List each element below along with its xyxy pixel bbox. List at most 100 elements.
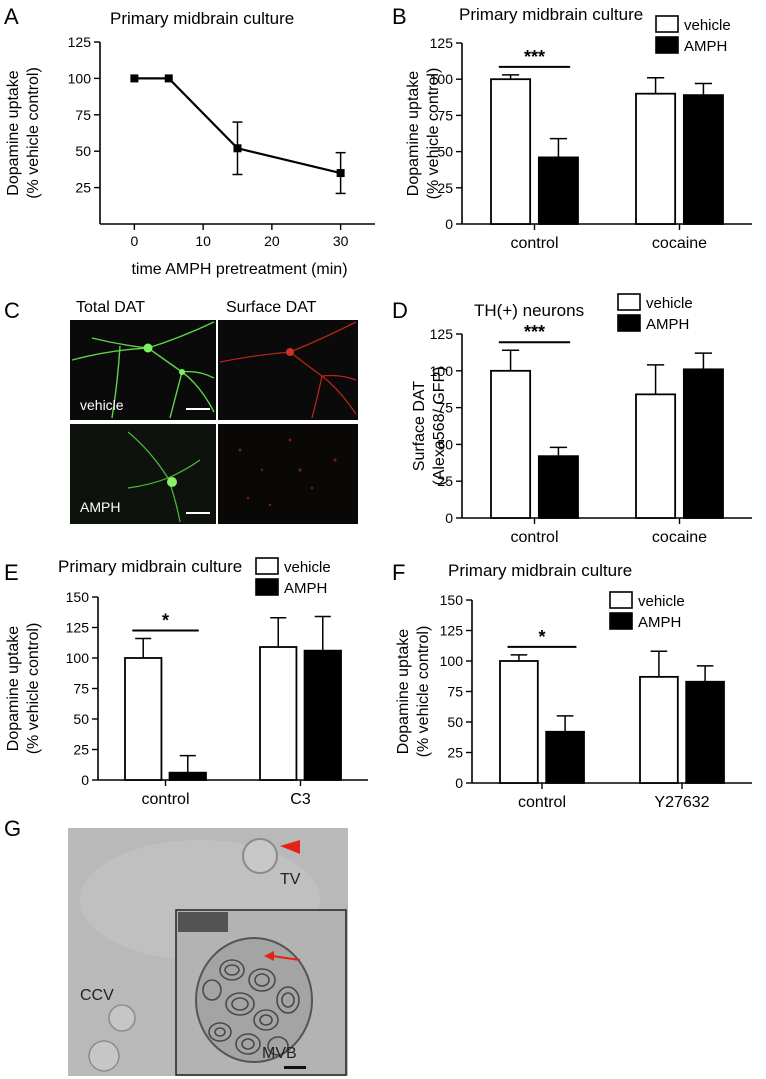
y-tick-label-b: 0 [445, 216, 453, 232]
data-point-a [164, 74, 173, 83]
y-tick-label-d: 25 [437, 473, 453, 489]
y-tick-label-f: 75 [447, 684, 463, 700]
neuron-soma-green-amph [167, 477, 177, 487]
y-tick-label-a: 75 [75, 107, 91, 123]
label-tv: TV [280, 871, 301, 888]
panel-label-b: B [392, 4, 407, 29]
y-tick-label-f: 100 [440, 653, 464, 669]
category-label-e: control [141, 791, 189, 808]
chart-b: Primary midbrain culture 0 25 50 75 100 125 Dop… [405, 5, 752, 252]
panel-label-g: G [4, 816, 21, 841]
x-tick-label-a: 20 [264, 233, 280, 249]
neuron-soma-green-vehicle [143, 343, 153, 353]
chart-title-d: TH(+) neurons [474, 301, 584, 320]
data-point-a [233, 144, 242, 153]
y-axis-label-b: Dopamine uptake [405, 71, 422, 197]
bar-amph-b [682, 94, 724, 225]
legend-swatch-amph-f [609, 612, 633, 630]
chart-title-b: Primary midbrain culture [459, 5, 643, 24]
x-tick-label-a: 0 [130, 233, 138, 249]
y-axis-label-a-2: (% vehicle control) [25, 67, 42, 199]
y-tick-label-b: 50 [437, 144, 453, 160]
y-tick-label-e: 0 [81, 772, 89, 788]
legend-swatch-vehicle-b [655, 15, 679, 33]
label-ccv: CCV [80, 987, 114, 1004]
data-point-a [130, 74, 139, 83]
legend-swatch-vehicle-e [255, 557, 279, 575]
micrograph-total-amph [70, 424, 216, 524]
category-label-b: cocaine [652, 235, 707, 252]
bar-vehicle-e [124, 657, 163, 781]
legend-label-amph-b: AMPH [684, 38, 727, 55]
y-tick-label-a: 25 [75, 180, 91, 196]
scale-bar-amph [186, 512, 210, 514]
legend-swatch-amph-b [655, 36, 679, 54]
panel-label-d: D [392, 298, 408, 323]
bar-vehicle-d [490, 369, 532, 519]
significance-label-d: *** [524, 322, 545, 342]
legend-swatch-amph-e [255, 578, 279, 596]
column-label-total-dat: Total DAT [76, 299, 145, 316]
panel-label-c: C [4, 298, 20, 323]
micrograph-surface-amph [218, 424, 358, 524]
bar-amph-b [537, 156, 579, 225]
y-tick-label-f: 25 [447, 745, 463, 761]
red-arrow-line [271, 955, 301, 961]
intraluminal-vesicles [202, 959, 300, 1056]
row-label-amph: AMPH [80, 499, 120, 515]
chart-a: Primary midbrain culture255075100125Dopa… [5, 9, 375, 278]
bar-amph-e [168, 771, 207, 781]
bar-vehicle-f [639, 675, 679, 784]
significance-label-f: * [538, 627, 545, 647]
data-point-a [336, 169, 345, 178]
legend-label-vehicle-b: vehicle [684, 17, 731, 34]
significance-label-e: * [162, 610, 169, 630]
category-label-f: control [518, 794, 566, 811]
bar-vehicle-b [635, 92, 677, 225]
legend-swatch-vehicle-d [617, 293, 641, 311]
y-tick-label-d: 50 [437, 436, 453, 452]
chart-title-a: Primary midbrain culture [110, 9, 294, 28]
category-label-e: C3 [290, 791, 311, 808]
bar-amph-f [685, 680, 725, 784]
tubular-vesicle [242, 838, 278, 874]
category-label-d: cocaine [652, 529, 707, 546]
bar-vehicle-d [635, 393, 677, 519]
chart-title-e: Primary midbrain culture [58, 557, 242, 576]
chart-e: Primary midbrain culture 0 25 50 75 100 125 150… [5, 557, 368, 808]
y-tick-label-f: 125 [440, 623, 464, 639]
bar-vehicle-e [259, 646, 298, 781]
micrograph-total-vehicle [70, 320, 216, 420]
x-axis-label-a: time AMPH pretreatment (min) [131, 261, 347, 278]
micrograph-surface-vehicle [218, 320, 358, 420]
y-tick-label-d: 75 [437, 400, 453, 416]
coated-vesicle-1 [108, 1004, 136, 1032]
category-label-b: control [510, 235, 558, 252]
y-tick-label-e: 125 [66, 620, 90, 636]
micrograph-panel: Total DAT Surface DAT [70, 299, 358, 524]
y-tick-label-d: 0 [445, 510, 453, 526]
chart-d: TH(+) neurons 0 25 50 75 100 125 Surface DAT (Al… [411, 293, 752, 546]
bar-amph-f [545, 730, 585, 784]
legend-label-vehicle-e: vehicle [284, 559, 331, 576]
category-label-f: Y27632 [654, 794, 709, 811]
red-arrow-icon [264, 951, 274, 961]
y-tick-label-b: 25 [437, 180, 453, 196]
y-axis-label-d: Surface DAT [411, 381, 428, 472]
neuron-processes-green-amph [127, 431, 201, 523]
series-line-a [134, 77, 341, 175]
panel-label-f: F [392, 560, 405, 585]
y-axis-label-f: Dopamine uptake [395, 629, 412, 755]
y-tick-label-a: 50 [75, 143, 91, 159]
inset-dark-corner [178, 912, 228, 932]
row-label-vehicle: vehicle [80, 397, 124, 413]
neuron-soma-green-vehicle-2 [179, 369, 185, 375]
y-tick-label-b: 75 [437, 107, 453, 123]
category-label-d: control [510, 529, 558, 546]
y-axis-label-e-2: (% vehicle control) [25, 623, 42, 755]
significance-label-b: *** [524, 47, 545, 67]
y-tick-label-d: 125 [430, 326, 454, 342]
charts-layer: Primary midbrain culture 25 50 75 100 125 Dopa… [5, 5, 752, 811]
y-tick-label-d: 100 [430, 363, 454, 379]
panel-label-a: A [4, 4, 19, 29]
